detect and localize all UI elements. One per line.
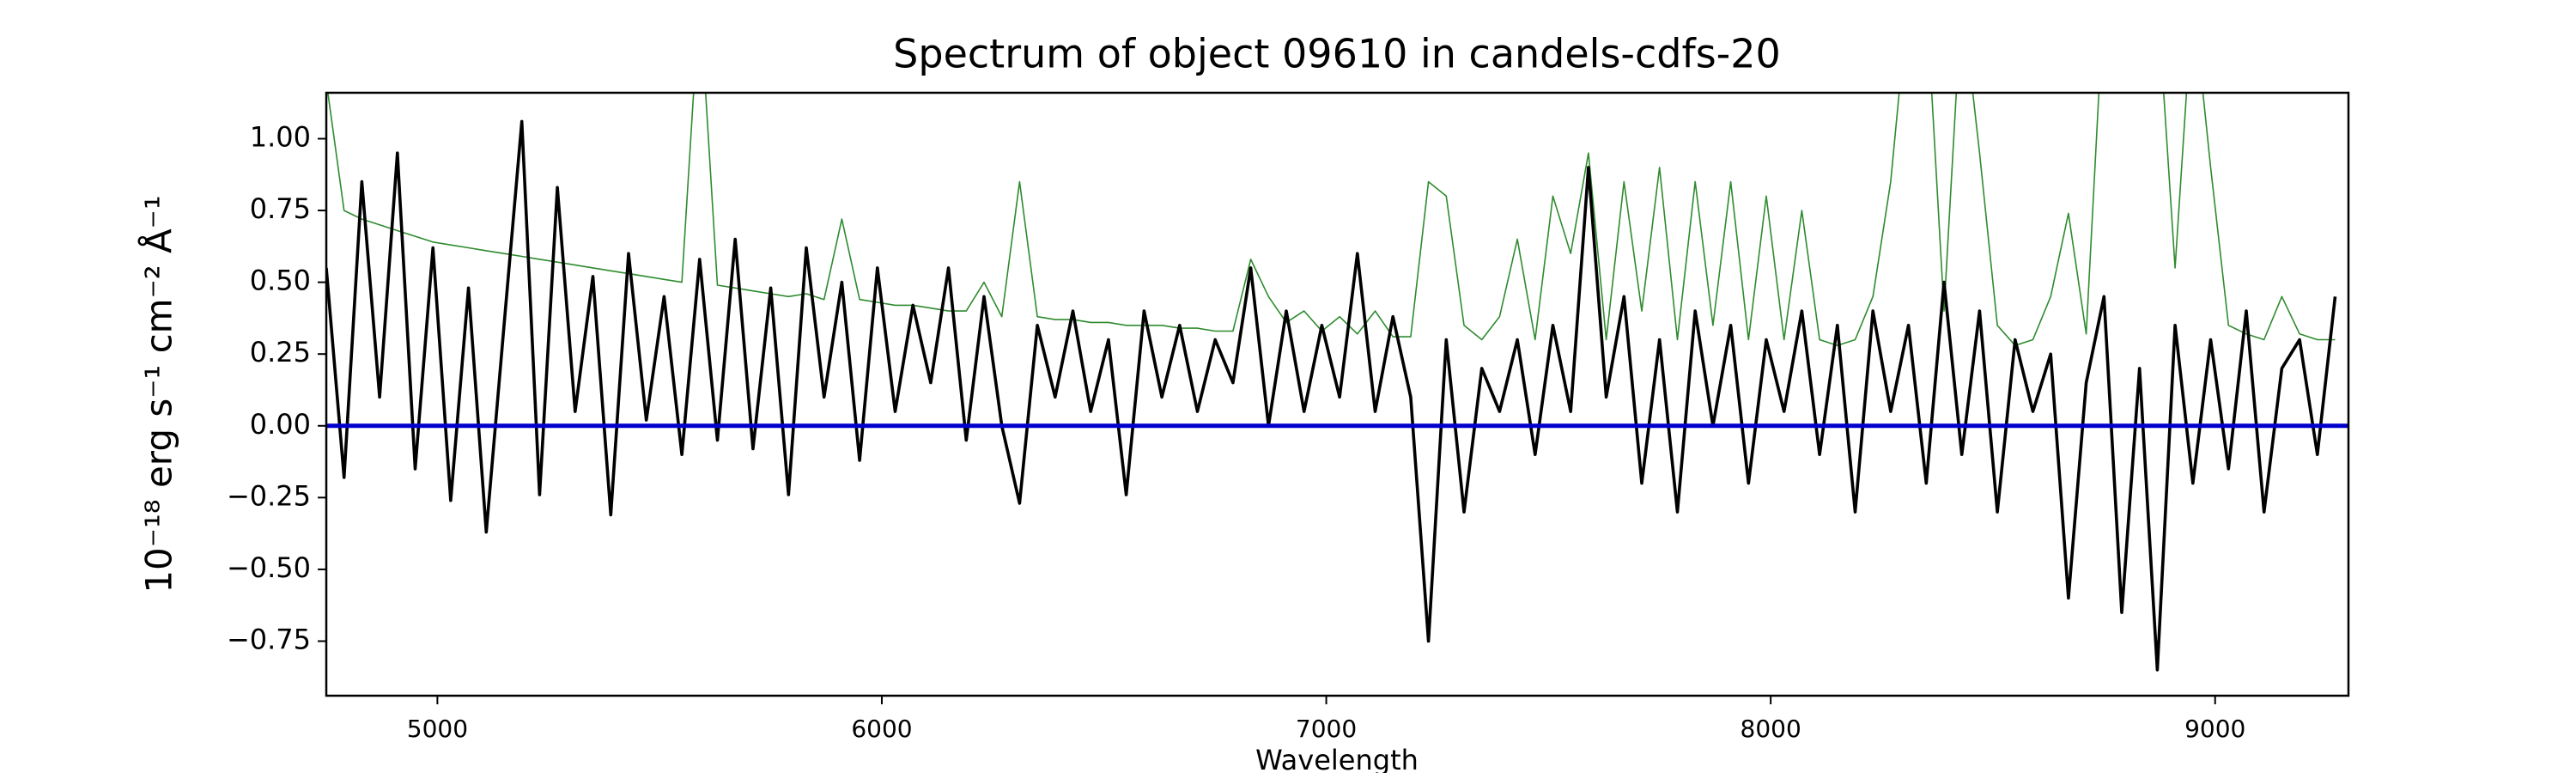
plot-frame xyxy=(325,91,2350,697)
x-tick-label: 6000 xyxy=(851,715,912,743)
chart-title: Spectrum of object 09610 in candels-cdfs… xyxy=(893,31,1781,77)
y-tick-label: 1.00 xyxy=(250,120,311,153)
x-tick-label: 7000 xyxy=(1296,715,1357,743)
x-tick-label: 5000 xyxy=(407,715,468,743)
y-tick-label: 0.75 xyxy=(250,192,311,225)
y-tick-label: −0.50 xyxy=(227,551,311,584)
plot-area xyxy=(326,93,2348,672)
y-tick-label: 0.50 xyxy=(250,265,311,297)
y-tick-label: 0.25 xyxy=(250,336,311,368)
y-tick-label: 0.00 xyxy=(250,408,311,441)
spectrum-line xyxy=(327,93,2336,346)
x-axis-label: Wavelength xyxy=(1255,744,1419,773)
y-axis-label: 10⁻¹⁸ erg s⁻¹ cm⁻² Å⁻¹ xyxy=(137,195,180,593)
x-tick-label: 8000 xyxy=(1741,715,1801,743)
y-tick-label: −0.75 xyxy=(227,623,311,655)
y-tick-label: −0.25 xyxy=(227,479,311,512)
x-tick-label: 9000 xyxy=(2184,715,2245,743)
spectrum-line xyxy=(326,119,2337,672)
